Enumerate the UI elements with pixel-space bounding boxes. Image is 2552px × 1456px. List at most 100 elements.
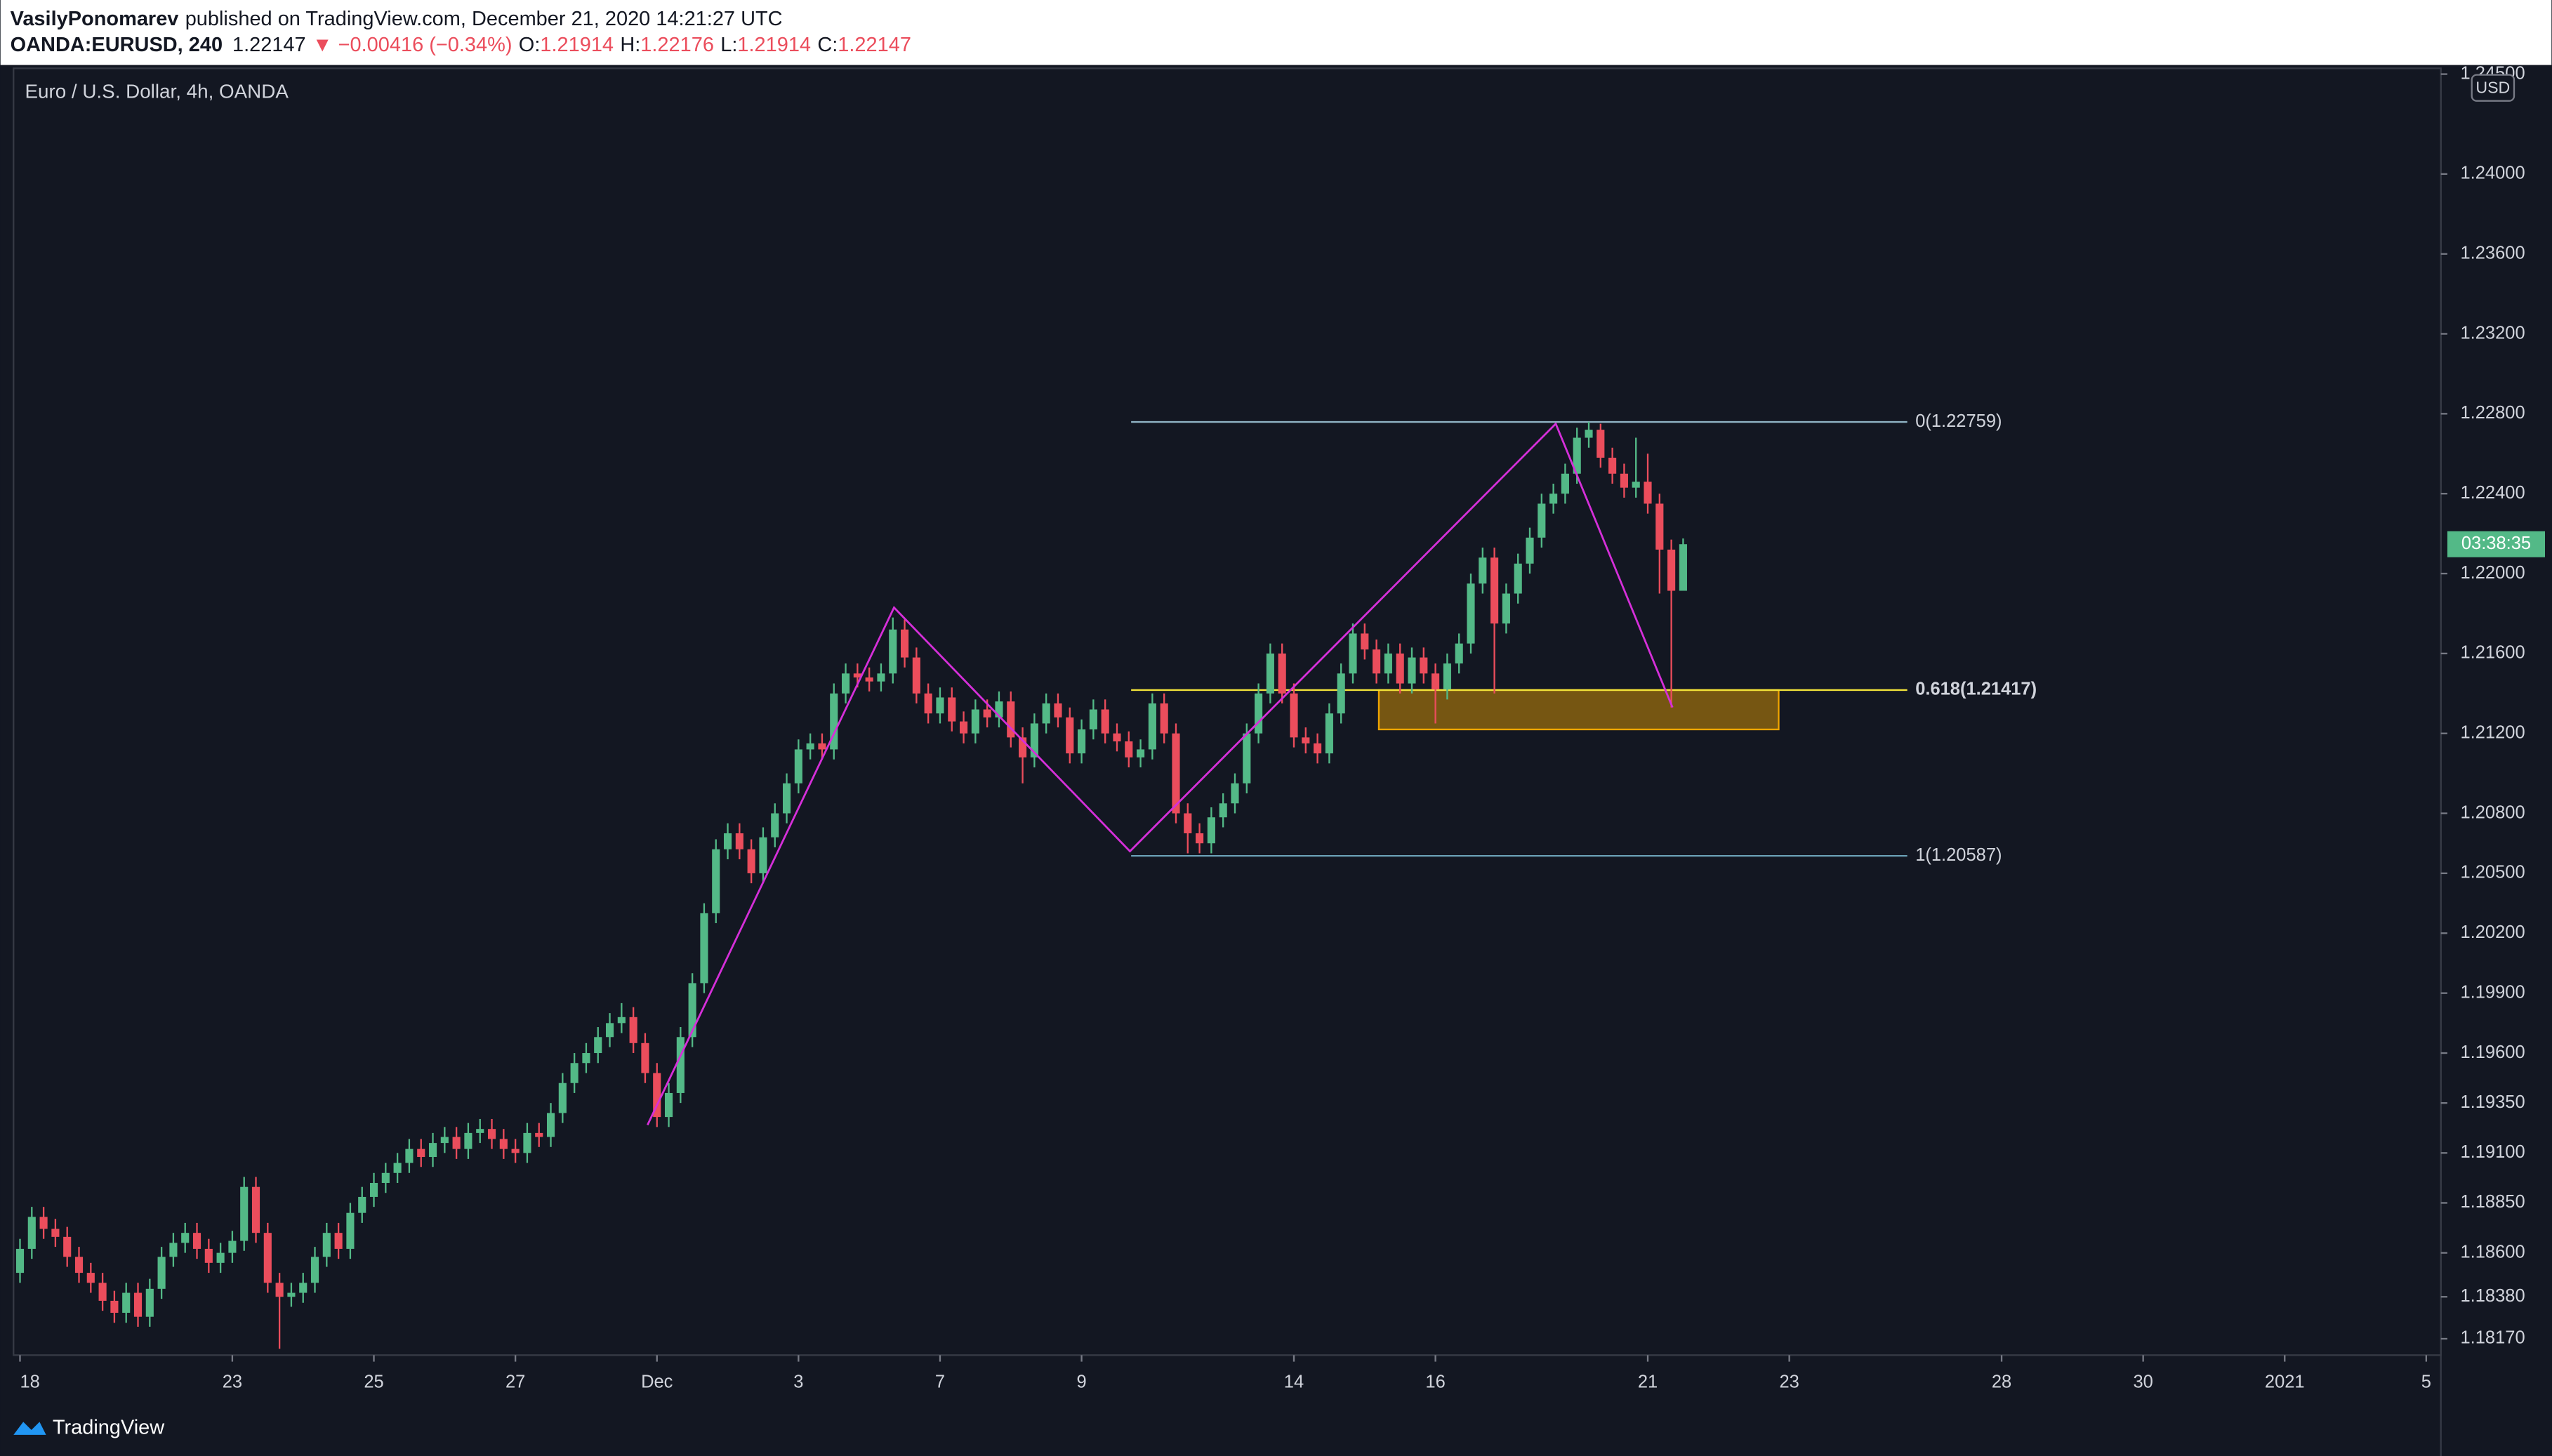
candle-body — [1620, 473, 1628, 488]
candle-body — [1314, 743, 1322, 754]
x-tick-label: 28 — [1992, 1372, 2011, 1391]
chart-background — [0, 65, 2552, 1456]
candle-body — [1207, 817, 1215, 844]
candle-body — [723, 833, 732, 849]
brand-logo — [13, 1422, 46, 1435]
brand: TradingView — [13, 1416, 164, 1438]
candle-body — [1302, 737, 1310, 743]
candle-body — [1679, 544, 1687, 591]
candle-body — [1549, 494, 1558, 504]
candle-body — [511, 1149, 520, 1153]
candle-body — [830, 693, 838, 750]
close-label: C: — [817, 34, 838, 56]
countdown-badge — [2447, 531, 2546, 557]
author: VasilyPonomarev — [11, 7, 179, 29]
y-tick-label: 1.19600 — [2461, 1043, 2525, 1062]
brand-name: TradingView — [53, 1416, 164, 1438]
candle-body — [1078, 729, 1086, 754]
candle-body — [27, 1217, 36, 1249]
candle-body — [1184, 813, 1192, 833]
candle-body — [1408, 657, 1416, 684]
candle-body — [1667, 549, 1676, 591]
candle-body — [251, 1186, 260, 1233]
candle-body — [464, 1132, 472, 1149]
y-tick-label: 1.21600 — [2461, 643, 2525, 663]
candle-body — [393, 1163, 402, 1173]
candle-body — [1325, 713, 1333, 754]
candle-body — [594, 1037, 602, 1054]
y-tick-label: 1.18170 — [2461, 1328, 2525, 1348]
candle-body — [735, 833, 743, 849]
candle-body — [263, 1233, 272, 1283]
low-value: 1.21914 — [737, 34, 811, 56]
candle-body — [1030, 723, 1038, 757]
pattern-line — [647, 422, 1674, 1126]
candle-body — [346, 1212, 355, 1249]
candle-body — [865, 677, 873, 682]
candle-body — [782, 783, 791, 814]
x-tick-label: 21 — [1638, 1372, 1658, 1391]
candle-body — [1089, 709, 1097, 730]
candle-body — [240, 1186, 249, 1241]
x-tick-label: 2021 — [2265, 1372, 2305, 1391]
y-tick-label: 1.19100 — [2461, 1142, 2525, 1162]
candle-body — [452, 1137, 461, 1149]
candle-body — [1644, 482, 1652, 504]
candle-body — [841, 673, 850, 694]
candle-body — [1455, 643, 1463, 664]
candle-body — [1349, 633, 1357, 674]
candle-body — [157, 1257, 166, 1289]
y-tick-label: 1.21200 — [2461, 722, 2525, 742]
candle-body — [1632, 482, 1640, 488]
candle-body — [712, 849, 720, 913]
x-tick-label: Dec — [641, 1372, 673, 1391]
candle-body — [1337, 673, 1345, 714]
candle-body — [1278, 653, 1286, 694]
candle-body — [1384, 653, 1392, 674]
candle-body — [960, 721, 968, 734]
candle-body — [653, 1073, 661, 1118]
candle-body — [771, 813, 779, 838]
candle-body — [499, 1139, 508, 1149]
x-tick-label: 18 — [20, 1372, 40, 1391]
candle-body — [110, 1300, 119, 1313]
y-tick-label: 1.24000 — [2461, 164, 2525, 183]
y-tick-label: 1.18600 — [2461, 1242, 2525, 1262]
header-line: VasilyPonomarev published on TradingView.… — [11, 7, 783, 29]
candle-body — [181, 1233, 190, 1243]
candle-body — [381, 1172, 390, 1184]
x-tick-label: 3 — [793, 1372, 803, 1391]
y-tick-label: 1.20200 — [2461, 922, 2525, 942]
candle-body — [369, 1183, 378, 1197]
candle-body — [417, 1149, 425, 1158]
candle-body — [617, 1017, 626, 1024]
candle-body — [1514, 563, 1522, 594]
candle-body — [641, 1043, 649, 1073]
candle-body — [487, 1129, 496, 1139]
candle-body — [74, 1257, 84, 1273]
candle-body — [983, 709, 991, 717]
fib-label: 1(1.20587) — [1915, 845, 2002, 865]
candle-body — [192, 1233, 201, 1249]
candle-body — [1113, 733, 1121, 742]
x-tick-label: 23 — [223, 1372, 242, 1391]
candle-body — [204, 1248, 213, 1263]
candle-body — [287, 1292, 296, 1297]
candle-body — [877, 673, 885, 682]
candle-body — [1290, 693, 1298, 738]
candle-body — [1231, 783, 1239, 804]
candle-body — [1443, 663, 1451, 690]
candle-body — [145, 1288, 154, 1317]
candle-body — [1172, 733, 1180, 814]
candle-body — [806, 743, 814, 750]
candle-body — [1655, 503, 1664, 550]
candle-body — [747, 849, 755, 873]
candle-body — [664, 1092, 673, 1118]
candle-body — [476, 1129, 484, 1133]
candle-body — [405, 1149, 414, 1163]
y-tick-label: 1.18380 — [2461, 1286, 2525, 1306]
candle-body — [1361, 633, 1369, 650]
candle-body — [1538, 503, 1546, 538]
x-tick-label: 5 — [2421, 1372, 2431, 1391]
candle-body — [1243, 733, 1251, 783]
